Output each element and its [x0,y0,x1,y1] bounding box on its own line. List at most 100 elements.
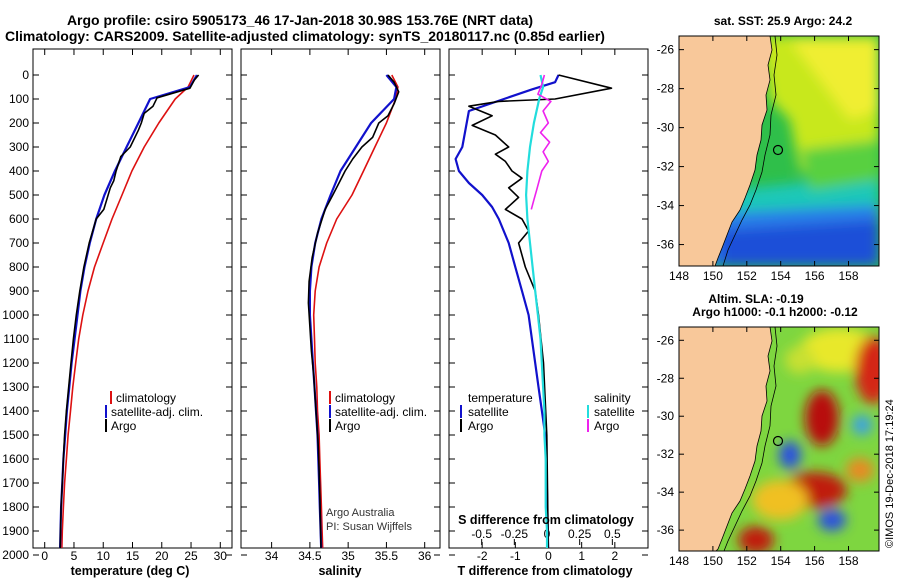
x-tick-label: -1 [510,549,521,563]
sst-yellow-patch [790,40,879,120]
sst-land [679,36,773,266]
depth-tick-label: 1300 [2,380,29,394]
x-tick-label: 35.5 [375,549,399,563]
map-y-tick-label: -32 [657,160,675,174]
temperature-panel: 0 5 10 15 20 25 30 [32,48,233,563]
series-s-argo [530,74,552,210]
map-x-tick-label: 150 [703,554,723,568]
temperature-axis-label: temperature (deg C) [71,564,190,578]
x-tick-label: 2 [611,549,618,563]
series-satellite-adj-clim- [308,74,398,548]
map-x-tick-label: 152 [737,554,757,568]
depth-tick-label: 1200 [2,356,29,370]
top-x-tick-label: 0.5 [604,527,621,541]
map-x-tick-label: 156 [805,269,825,283]
depth-tick-label: 1700 [2,476,29,490]
depth-tick-label: 100 [9,92,29,106]
salinity-legend: climatology satellite-adj. clim. Argo [329,391,427,433]
depth-tick-label: 1600 [2,452,29,466]
map-y-tick-label: -36 [657,238,675,252]
sla-map-frame [678,326,880,552]
map-x-tick-label: 154 [771,269,791,283]
x-tick-label: 15 [126,549,140,563]
depth-tick-label: 1500 [2,428,29,442]
sla-orange-east [846,458,874,482]
sla-map-ticks: 148 150 152 154 156 158 -26 -28 -30 -32 -34 -36 [657,327,879,568]
depth-tick-label: 500 [9,188,29,202]
sla-yellow-south [752,480,808,520]
legend-title-temperature: temperature [468,391,533,405]
x-tick-label: 34 [265,549,279,563]
legend-label-argo: Argo [335,419,361,433]
map-x-tick-label: 158 [838,269,858,283]
depth-tick-label: 0 [22,68,29,82]
map-y-tick-label: -30 [657,409,675,423]
sla-float-marker [772,435,784,447]
x-tick-label: 34.5 [298,549,322,563]
salinity-panel: 34 34.5 35 35.5 36 [240,48,441,563]
series-group [307,74,400,548]
legend-label-satellite: satellite-adj. clim. [111,405,203,419]
sla-map: Altim. SLA: -0.19 Argo h1000: -0.1 h2000… [657,292,880,568]
legend-label-t-satellite: satellite [468,405,509,419]
depth-tick-label: 200 [9,116,29,130]
map-y-tick-label: -30 [657,121,675,135]
temperature-legend: climatology satellite-adj. clim. Argo [105,391,203,433]
x-tick-label: 0 [545,549,552,563]
depth-tick-label: 2000 [2,548,29,562]
x-tick-label: 36 [418,549,432,563]
depth-tick-label: 700 [9,236,29,250]
series-t-satellite [454,74,560,548]
chart-title-line2: Climatology: CARS2009. Satellite-adjuste… [5,28,605,44]
credit-argo-australia: Argo Australia [326,507,395,519]
panel-frame [240,48,441,549]
sst-map-frame [678,35,880,267]
sla-map-subtitle: Argo h1000: -0.1 h2000: -0.12 [692,305,858,319]
sst-deep-blue-south [720,220,879,266]
depth-tick-label: 1900 [2,524,29,538]
sla-red-southwest [738,526,774,551]
difference-panel: -2 -1 0 1 2-0.5 -0.25 0 0.25 0.5 [448,48,649,563]
map-x-tick-label: 158 [838,554,858,568]
x-tick-label: 1 [578,549,585,563]
x-tick-label: 30 [214,549,228,563]
salinity-axis-label: salinity [318,564,361,578]
map-y-tick-label: -28 [657,371,675,385]
depth-tick-label: 800 [9,260,29,274]
sla-blue-east [852,415,872,435]
x-tick-label: 20 [155,549,169,563]
map-x-tick-label: 156 [805,554,825,568]
sla-red-core [805,390,839,446]
depth-tick-label: 1400 [2,404,29,418]
sla-yellow-north [785,346,815,374]
legend-label-argo: Argo [111,419,137,433]
map-y-tick-label: -36 [657,523,675,537]
difference-legend: temperature satellite Argo salinity sate… [460,391,635,433]
series-t-argo [468,74,613,548]
legend-label-climatology: climatology [335,391,395,405]
legend-label-satellite: satellite-adj. clim. [335,405,427,419]
top-x-tick-label: -0.25 [501,527,529,541]
legend-label-t-argo: Argo [468,419,494,433]
x-tick-label: 10 [97,549,111,563]
map-x-tick-label: 150 [703,269,723,283]
sst-green-mid [800,140,879,190]
map-y-tick-label: -26 [657,43,675,57]
depth-tick-label: 600 [9,212,29,226]
series-argo [307,74,400,548]
sst-map-title: sat. SST: 25.9 Argo: 24.2 [714,14,853,28]
map-y-tick-label: -34 [657,485,675,499]
top-x-tick-label: -0.5 [471,527,492,541]
map-y-tick-label: -32 [657,447,675,461]
sst-map-ticks: 148 150 152 154 156 158 -26 -28 -30 -32 -34 -36 [657,36,879,283]
x-tick-label: -2 [477,549,488,563]
depth-tick-label: 300 [9,140,29,154]
depth-tick-label: 1000 [2,308,29,322]
series-group [454,74,613,548]
series-climatology [61,74,195,548]
map-y-tick-label: -28 [657,82,675,96]
depth-tick-label: 1100 [3,332,29,346]
top-x-tick-label: 0.25 [568,527,592,541]
legend-title-salinity: salinity [594,391,631,405]
